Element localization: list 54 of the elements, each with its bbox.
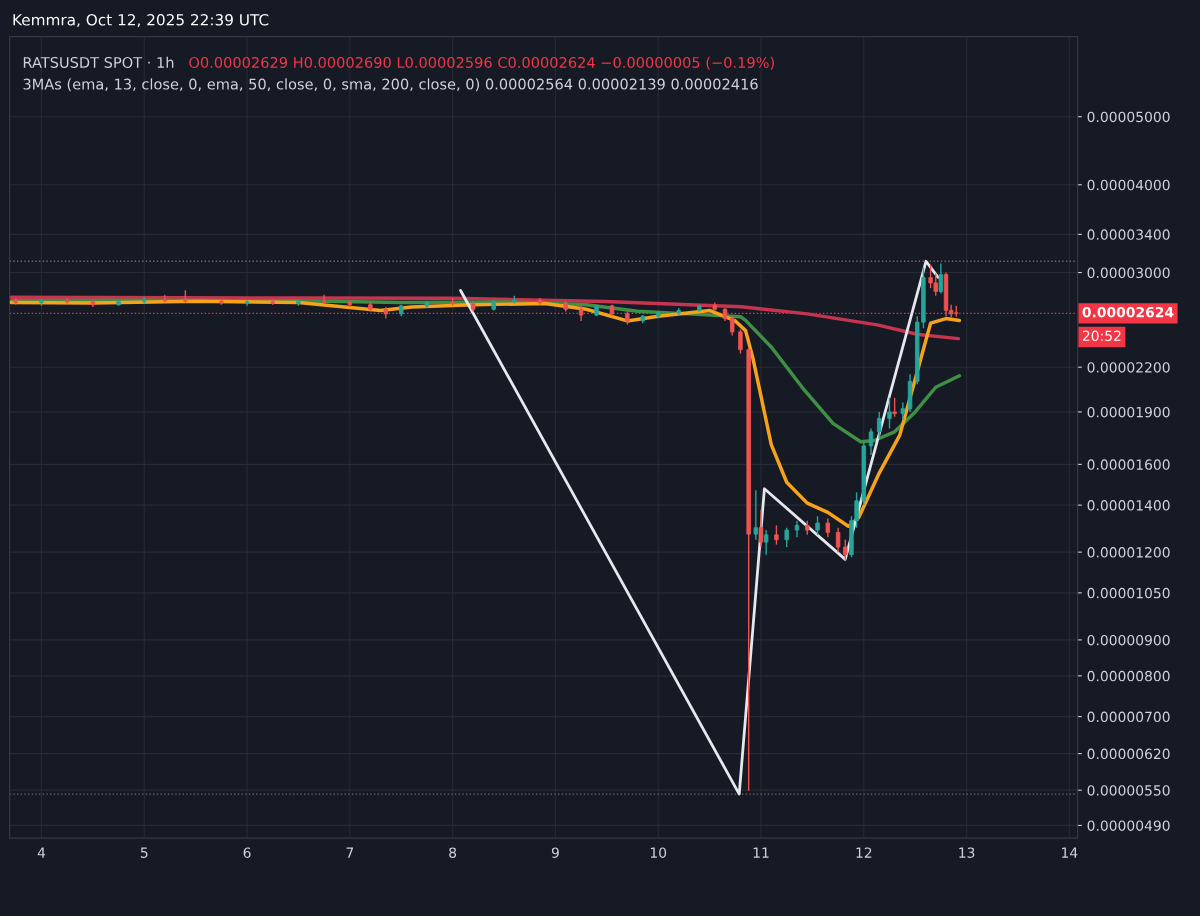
candlestick	[730, 315, 735, 337]
text: 20:52	[1082, 330, 1121, 342]
candlestick	[815, 515, 820, 536]
x-tick-label: 6	[243, 847, 251, 858]
x-tick-label: 11	[753, 847, 769, 858]
candlestick	[892, 397, 897, 418]
ref-line-label: 0.00002624	[1082, 306, 1174, 318]
y-tick-label: 0.00001050	[1087, 587, 1170, 599]
x-tick-label: 9	[551, 847, 559, 858]
x-tick-label: 4	[37, 847, 46, 858]
candlestick	[843, 538, 848, 561]
y-tick-label: 0.00005000	[1087, 111, 1170, 123]
candlestick	[753, 489, 759, 541]
line-series	[9, 299, 962, 529]
y-tick-label: 0.00001600	[1087, 459, 1170, 470]
y-tick-label: 0.00000900	[1087, 634, 1170, 646]
y-tick-label: 0.00001400	[1087, 500, 1170, 511]
x-tick-label: 7	[346, 847, 354, 858]
y-tick-label: 0.00000550	[1087, 785, 1170, 796]
candlestick	[900, 401, 906, 421]
x-tick-label: 12	[856, 847, 872, 858]
x-tick-label: 5	[140, 847, 148, 858]
y-tick-label: 0.00001900	[1087, 406, 1170, 418]
x-tick-label: 14	[1062, 847, 1078, 858]
candlestick	[738, 328, 743, 355]
y-tick-label: 0.00004000	[1087, 179, 1170, 191]
x-tick-label: 13	[959, 847, 975, 858]
candlestick	[321, 294, 327, 305]
candlestick	[835, 527, 841, 553]
y-tick-label: 0.00000800	[1087, 670, 1170, 682]
candlestick	[774, 524, 779, 546]
candlestick	[784, 527, 789, 548]
candlestick	[162, 294, 168, 304]
y-tick-label: 0.00000490	[1087, 820, 1170, 831]
candlestick	[887, 397, 892, 430]
y-tick-label: 0.00003400	[1087, 229, 1170, 240]
annotation: O0.00002629 H0.00002690 L0.00002596 C0.00002624 −0.00000005 (−0.19%)	[189, 56, 774, 70]
annotation: 3MAs (ema, 13, close, 0, ema, 50, close, 0, sma, 200, close, 0) 0.00002564 0.00002139 0.00002416	[23, 78, 758, 92]
candlestick	[868, 427, 874, 456]
candlestick	[758, 508, 764, 548]
candlestick	[938, 262, 944, 295]
candlestick	[876, 411, 882, 440]
y-tick-label: 0.00002200	[1087, 362, 1170, 373]
x-tick-label: 10	[650, 847, 667, 858]
y-tick-label: 0.00000620	[1087, 748, 1170, 760]
x-tick-label: 8	[449, 847, 457, 858]
text: Kemmra, Oct 12, 2025 22:39 UTC	[13, 14, 269, 28]
candlestick	[763, 529, 769, 556]
y-tick-label: 0.00003000	[1087, 267, 1170, 279]
y-tick-label: 0.00000700	[1087, 711, 1170, 723]
candlestick	[825, 517, 831, 538]
text: RATSUSDT SPOT · 1h	[23, 56, 174, 68]
y-tick-label: 0.00001200	[1087, 547, 1170, 558]
line-series	[9, 295, 961, 341]
